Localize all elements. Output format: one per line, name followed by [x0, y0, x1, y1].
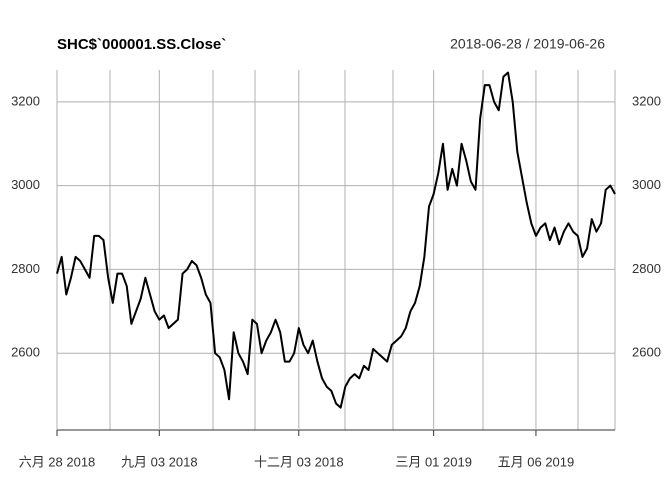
y-tick-label-right: 3200 [632, 93, 661, 108]
y-tick-label: 3200 [11, 93, 40, 108]
x-tick-label: 三月 01 2019 [395, 454, 472, 469]
chart-title: SHC$`000001.SS.Close` [57, 36, 226, 53]
chart-subtitle: 2018-06-28 / 2019-06-26 [450, 36, 605, 52]
series-line [56, 71, 616, 409]
x-tick-label: 五月 06 2019 [498, 454, 575, 469]
y-tick-label-right: 3000 [632, 177, 661, 192]
x-tick-label: 十二月 03 2018 [254, 454, 344, 469]
y-tick-label: 3000 [11, 177, 40, 192]
y-tick-label: 2600 [11, 345, 40, 360]
y-tick-label: 2800 [11, 261, 40, 276]
x-tick-label: 九月 03 2018 [121, 454, 198, 469]
y-tick-label-right: 2600 [632, 345, 661, 360]
y-tick-label-right: 2800 [632, 261, 661, 276]
x-tick-label: 六月 28 2018 [19, 454, 96, 469]
month-grid [109, 70, 616, 430]
